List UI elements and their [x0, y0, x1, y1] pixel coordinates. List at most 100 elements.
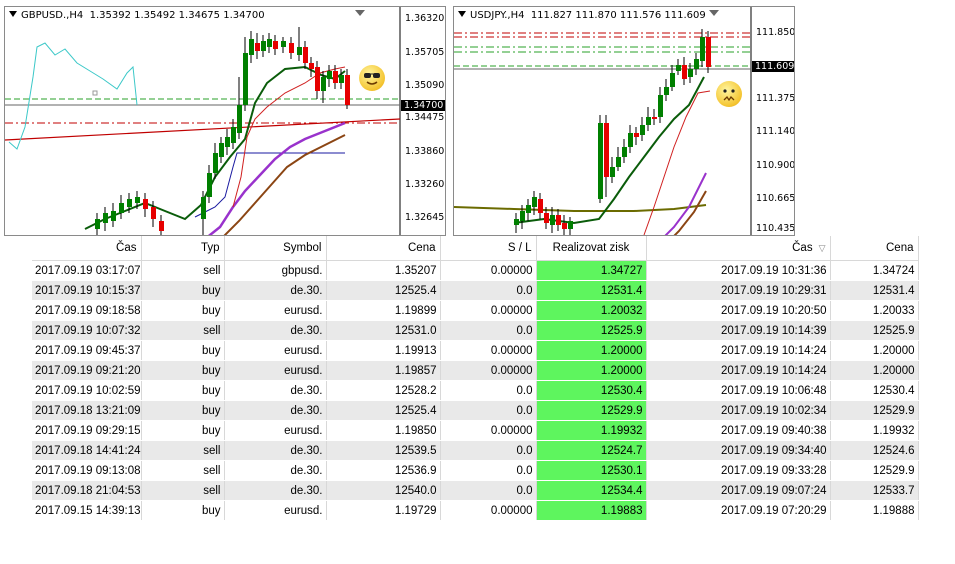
column-header-close-price[interactable]: Cena	[830, 236, 919, 261]
candle-body	[95, 219, 100, 229]
cell-time: 2017.09.19 09:45:37	[32, 340, 142, 361]
table-row[interactable]: 2017.09.18 13:21:09 buy de.30. 12525.4 0.0 12…	[32, 400, 919, 421]
chart-menu-triangle-icon[interactable]	[9, 11, 17, 17]
usdjpy-chart-canvas[interactable]	[454, 7, 794, 235]
olive-ma-line	[454, 204, 707, 212]
candle-body	[127, 199, 132, 207]
cell-close-time: 2017.09.19 10:02:34	[646, 400, 831, 421]
table-row[interactable]: 2017.09.18 21:04:53 sell de.30. 12540.0 0.0 1…	[32, 480, 919, 501]
price-label: 1.34475	[405, 112, 445, 123]
sort-descending-icon: ▽	[818, 243, 826, 253]
column-header-symbol[interactable]: Symbol	[224, 236, 327, 261]
cell-type: sell	[141, 460, 225, 481]
candle-body	[321, 77, 326, 91]
gbpusd-chart-canvas[interactable]	[5, 7, 445, 235]
candle-body	[688, 69, 693, 77]
red-envelope-line	[643, 90, 711, 235]
cell-time: 2017.09.15 14:39:13	[32, 500, 142, 521]
column-header-sl[interactable]: S / L	[440, 236, 537, 261]
chart-shift-marker-icon[interactable]	[355, 10, 365, 16]
cell-profit: 12531.4	[536, 280, 647, 301]
table-row[interactable]: 2017.09.19 03:17:07 sell gbpusd. 1.35207 0.0…	[32, 260, 919, 281]
cell-type: buy	[141, 360, 225, 381]
table-row[interactable]: 2017.09.19 10:07:32 sell de.30. 12531.0 0.0 1…	[32, 320, 919, 341]
cell-price: 12531.0	[326, 320, 441, 341]
candle-body	[143, 199, 148, 209]
usdjpy-chart-window[interactable]: USDJPY.,H4 111.827 111.870 111.576 111.6…	[453, 6, 795, 236]
cell-time: 2017.09.18 13:21:09	[32, 400, 142, 421]
cell-close-price: 12524.6	[830, 440, 919, 461]
column-header-time[interactable]: Čas	[32, 236, 142, 261]
cell-close-time: 2017.09.19 09:40:38	[646, 420, 831, 441]
candle-body	[520, 211, 525, 221]
table-header-row: Čas Typ Symbol Cena S / L Realizovat zis…	[32, 236, 919, 261]
table-row[interactable]: 2017.09.19 09:18:58 buy eurusd. 1.19899 0.00…	[32, 300, 919, 321]
chart-menu-triangle-icon[interactable]	[458, 11, 466, 17]
cell-close-time: 2017.09.19 09:07:24	[646, 480, 831, 501]
cell-close-time: 2017.09.19 10:14:39	[646, 320, 831, 341]
candle-body	[544, 213, 549, 223]
cell-profit: 1.20032	[536, 300, 647, 321]
candle-body	[249, 39, 254, 55]
cell-close-time: 2017.09.19 10:20:50	[646, 300, 831, 321]
cell-price: 1.19850	[326, 420, 441, 441]
purple-ma-line	[207, 121, 346, 235]
cell-close-time: 2017.09.19 10:31:36	[646, 260, 831, 281]
gbpusd-candles	[95, 27, 350, 235]
cell-close-price: 1.20000	[830, 340, 919, 361]
cell-symbol: de.30.	[224, 320, 327, 341]
cell-symbol: eurusd.	[224, 300, 327, 321]
chart-shift-marker-icon[interactable]	[709, 10, 719, 16]
candle-body	[303, 47, 308, 63]
cell-sl: 0.00000	[440, 340, 537, 361]
table-row[interactable]: 2017.09.19 09:21:20 buy eurusd. 1.19857 0.00…	[32, 360, 919, 381]
price-label: 1.33260	[405, 179, 445, 190]
cell-symbol: gbpusd.	[224, 260, 327, 281]
candle-body	[604, 123, 609, 177]
price-label: 110.900	[756, 160, 795, 171]
candle-body	[538, 199, 543, 213]
cell-type: sell	[141, 260, 225, 281]
column-header-profit[interactable]: Realizovat zisk	[536, 236, 647, 261]
table-row[interactable]: 2017.09.19 09:13:08 sell de.30. 12536.9 0.0 1…	[32, 460, 919, 481]
table-row[interactable]: 2017.09.19 09:29:15 buy eurusd. 1.19850 0.00…	[32, 420, 919, 441]
cell-sl: 0.00000	[440, 300, 537, 321]
column-header-close-time[interactable]: Čas ▽	[646, 236, 831, 261]
cell-price: 1.19899	[326, 300, 441, 321]
candle-body	[297, 47, 302, 55]
cell-time: 2017.09.19 10:15:37	[32, 280, 142, 301]
cell-sl: 0.00000	[440, 500, 537, 521]
candle-body	[568, 221, 573, 229]
table-row[interactable]: 2017.09.19 10:15:37 buy de.30. 12525.4 0.0 12…	[32, 280, 919, 301]
column-header-price[interactable]: Cena	[326, 236, 441, 261]
current-price-badge: 1.34700	[401, 100, 445, 111]
cell-symbol: de.30.	[224, 280, 327, 301]
candle-body	[562, 223, 567, 229]
candle-body	[634, 133, 639, 137]
candle-body	[119, 203, 124, 213]
trade-history-table: Čas Typ Symbol Cena S / L Realizovat zis…	[32, 236, 919, 521]
candle-body	[237, 105, 242, 133]
cell-close-time: 2017.09.19 07:20:29	[646, 500, 831, 521]
cell-symbol: eurusd.	[224, 340, 327, 361]
cell-close-time: 2017.09.19 10:06:48	[646, 380, 831, 401]
table-row[interactable]: 2017.09.19 09:45:37 buy eurusd. 1.19913 0.00…	[32, 340, 919, 361]
candle-body	[658, 95, 663, 117]
cell-close-price: 1.19888	[830, 500, 919, 521]
purple-ma-line	[664, 172, 707, 235]
candle-body	[333, 71, 338, 83]
candle-body	[646, 117, 651, 125]
cell-type: sell	[141, 480, 225, 501]
candle-body	[532, 197, 537, 207]
column-header-type[interactable]: Typ	[141, 236, 225, 261]
table-row[interactable]: 2017.09.15 14:39:13 buy eurusd. 1.19729 0.00…	[32, 500, 919, 521]
candle-body	[267, 39, 272, 47]
cell-close-price: 12525.9	[830, 320, 919, 341]
gbpusd-chart-window[interactable]: GBPUSD.,H4 1.35392 1.35492 1.34675 1.347…	[4, 6, 446, 236]
cell-time: 2017.09.19 09:21:20	[32, 360, 142, 381]
cell-sl: 0.0	[440, 320, 537, 341]
table-row[interactable]: 2017.09.19 10:02:59 buy de.30. 12528.2 0.0 12…	[32, 380, 919, 401]
cell-profit: 1.20000	[536, 340, 647, 361]
table-row[interactable]: 2017.09.18 14:41:24 sell de.30. 12539.5 0.0 1…	[32, 440, 919, 461]
cell-time: 2017.09.19 09:18:58	[32, 300, 142, 321]
